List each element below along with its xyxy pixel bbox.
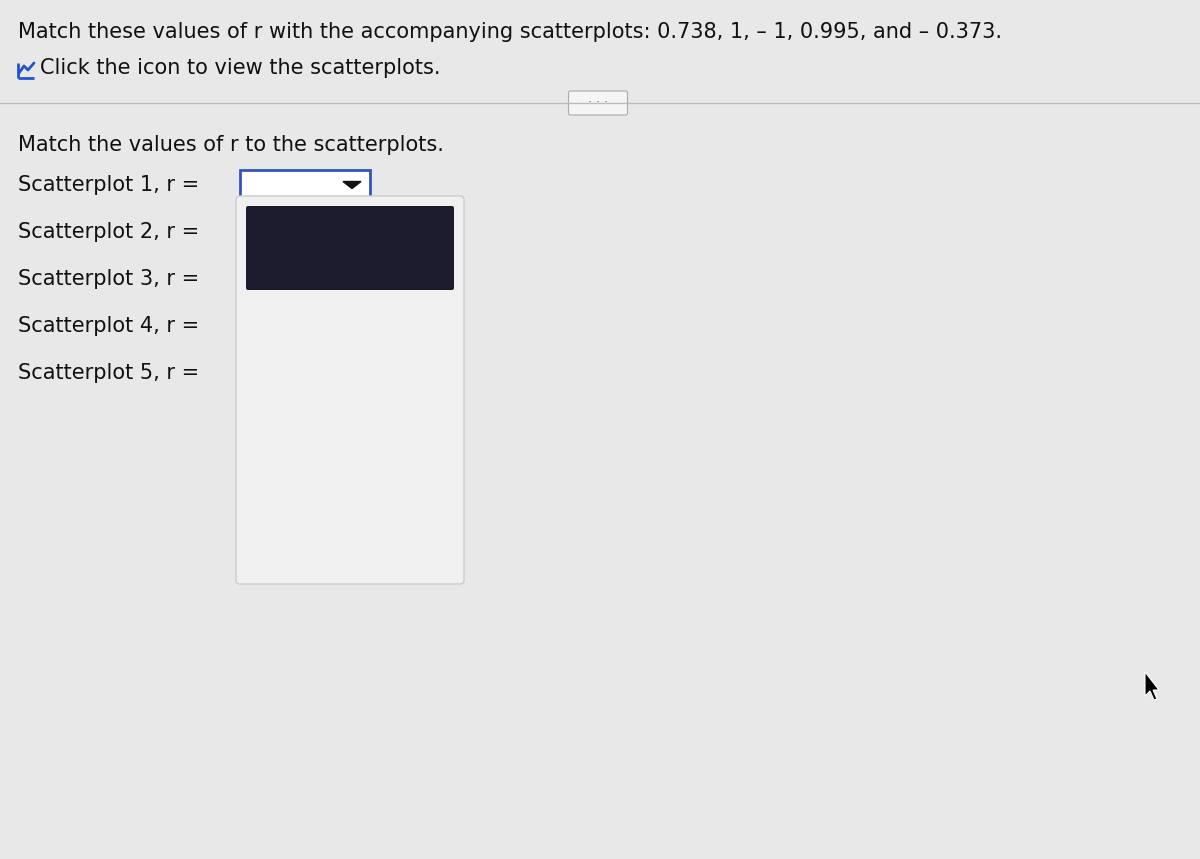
Text: Scatterplot 1, r =: Scatterplot 1, r = [18, 175, 199, 195]
Text: – 0.373: – 0.373 [312, 425, 389, 445]
Text: Scatterplot 3, r =: Scatterplot 3, r = [18, 269, 199, 289]
Polygon shape [343, 181, 361, 188]
Text: – 1: – 1 [335, 365, 365, 385]
Text: Click the icon to view the scatterplots.: Click the icon to view the scatterplots. [40, 58, 440, 78]
Text: Scatterplot 2, r =: Scatterplot 2, r = [18, 222, 199, 242]
FancyBboxPatch shape [236, 196, 464, 584]
Text: · · ·: · · · [588, 96, 608, 109]
FancyBboxPatch shape [240, 170, 370, 200]
Text: Match the values of r to the scatterplots.: Match the values of r to the scatterplot… [18, 135, 444, 155]
Text: Match these values of r with the accompanying scatterplots: 0.738, 1, – 1, 0.995: Match these values of r with the accompa… [18, 22, 1002, 42]
Text: 1: 1 [343, 305, 356, 325]
Text: 0.995: 0.995 [320, 545, 380, 565]
Text: Scatterplot 5, r =: Scatterplot 5, r = [18, 363, 199, 383]
Polygon shape [1145, 672, 1159, 700]
Text: 0.738: 0.738 [320, 485, 379, 505]
FancyBboxPatch shape [569, 91, 628, 115]
Text: Scatterplot 4, r =: Scatterplot 4, r = [18, 316, 199, 336]
FancyBboxPatch shape [246, 206, 454, 290]
